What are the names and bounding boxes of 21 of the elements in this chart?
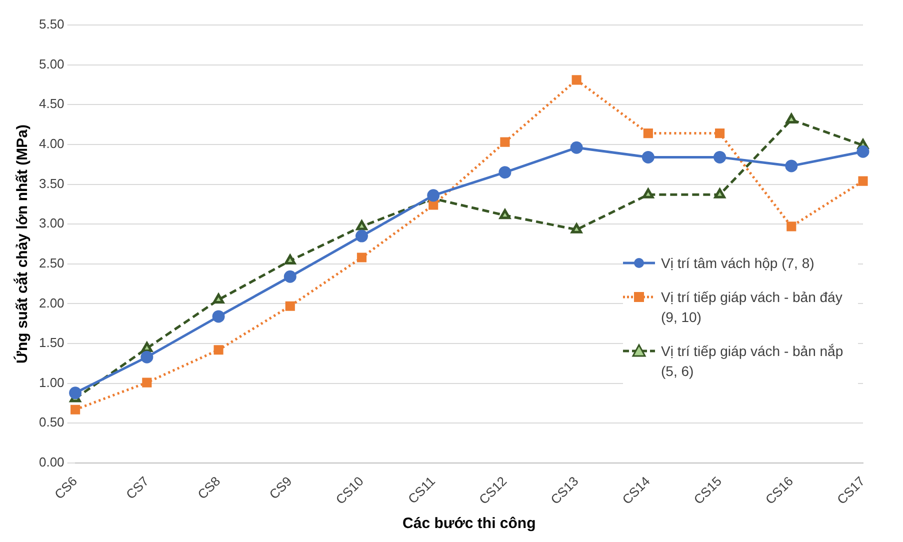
- x-tick-label: CS6: [51, 474, 80, 502]
- y-tick-label: 3.00: [38, 216, 64, 231]
- y-tick-label: 5.50: [38, 16, 64, 32]
- y-tick-label: 2.00: [38, 295, 64, 310]
- y-tick-label: 3.50: [38, 176, 64, 191]
- legend-label: Vị trí tâm vách hộp (7, 8): [661, 254, 814, 273]
- y-tick-label: 4.00: [38, 136, 64, 152]
- x-axis-title: Các bước thi công: [402, 515, 536, 532]
- y-tick-label: 4.50: [38, 96, 64, 112]
- y-tick-label: 0.50: [38, 414, 64, 430]
- y-tick-label: 1.00: [38, 374, 64, 390]
- legend-label: Vị trí tiếp giáp vách - bản đáy (9, 10): [661, 288, 844, 327]
- y-tick-label: 0.00: [38, 454, 64, 470]
- y-axis-title: Ứng suất cắt chảy lớn nhất (MPa): [13, 124, 32, 364]
- y-tick-label: 5.00: [38, 56, 64, 72]
- legend-label: Vị trí tiếp giáp vách - bản nắp (5, 6): [661, 342, 844, 381]
- x-tick-label: CS7: [123, 474, 152, 502]
- y-tick-label: 1.50: [38, 335, 64, 350]
- y-tick-label: 2.50: [38, 255, 64, 270]
- x-tick-label: CS9: [266, 474, 295, 502]
- x-tick-label: CS8: [194, 474, 224, 502]
